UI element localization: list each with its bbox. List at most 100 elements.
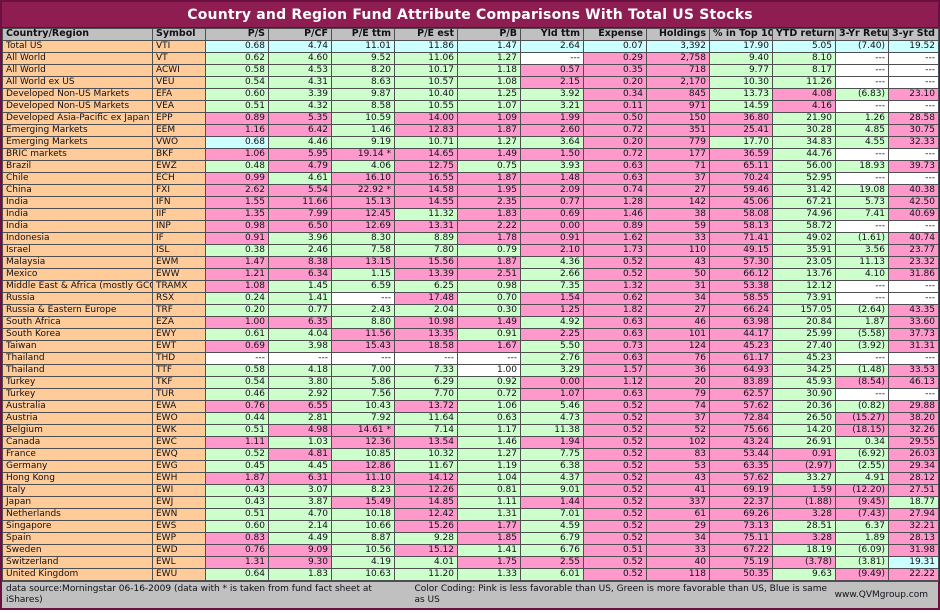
value-cell: 31.98	[888, 544, 939, 557]
value-cell: 34	[646, 292, 710, 305]
value-cell: 9.40	[709, 52, 773, 65]
value-cell: 14.61 *	[331, 424, 395, 437]
value-cell: 0.52	[583, 400, 647, 413]
value-cell: 53	[646, 460, 710, 473]
value-cell: 0.57	[520, 64, 584, 77]
value-cell: 39.73	[888, 160, 939, 173]
value-cell: 4.53	[268, 64, 332, 77]
value-cell: 9.52	[331, 52, 395, 65]
value-cell: 5.95	[268, 148, 332, 161]
value-cell: 0.63	[583, 160, 647, 173]
table-row: Taiwan EWT 0.69 3.98 15.43 18.58 1.67 5.50 0.7…	[2, 340, 939, 353]
value-cell: ---	[835, 148, 889, 161]
value-cell: 4.31	[268, 76, 332, 89]
table-row: All World ACWI 0.58 4.53 8.20 10.17 1.18 0.57…	[2, 64, 939, 77]
value-cell: 42.50	[888, 196, 939, 209]
value-cell: 36.80	[709, 112, 773, 125]
value-cell: 2,758	[646, 52, 710, 65]
value-cell: 40	[646, 556, 710, 569]
value-cell: 1.08	[205, 280, 269, 293]
value-cell: 1.18	[457, 64, 521, 77]
value-cell: 12.75	[394, 160, 458, 173]
table-row: Indonesia IF 0.91 3.96 8.30 8.89 1.78 0.91 1.6…	[2, 232, 939, 245]
value-cell: 0.91	[772, 448, 836, 461]
value-cell: 23.10	[888, 88, 939, 101]
value-cell: 79	[646, 388, 710, 401]
value-cell: 19.52	[888, 40, 939, 53]
value-cell: 11.38	[520, 424, 584, 437]
symbol-cell: EWW	[152, 268, 206, 281]
value-cell: 22.37	[709, 496, 773, 509]
region-cell: Turkey	[2, 376, 153, 389]
value-cell: (9.49)	[835, 568, 889, 581]
region-cell: Canada	[2, 436, 153, 449]
value-cell: 0.52	[583, 556, 647, 569]
value-cell: 9.01	[520, 484, 584, 497]
symbol-cell: TRF	[152, 304, 206, 317]
value-cell: 10.32	[394, 448, 458, 461]
value-cell: 14.58	[394, 184, 458, 197]
table-row: Belgium EWK 0.51 4.98 14.61 * 7.14 1.17 11.38…	[2, 424, 939, 437]
value-cell: 0.29	[583, 52, 647, 65]
value-cell: 1.50	[520, 148, 584, 161]
value-cell: 1.25	[520, 304, 584, 317]
value-cell: 0.52	[583, 436, 647, 449]
region-cell: United Kingdom	[2, 568, 153, 581]
region-cell: Emerging Markets	[2, 124, 153, 137]
value-cell: (1.88)	[772, 496, 836, 509]
value-cell: 0.00	[520, 376, 584, 389]
col-header-3yr-return: 3-Yr Return	[835, 28, 889, 41]
value-cell: 1.00	[457, 364, 521, 377]
value-cell: 3.92	[520, 88, 584, 101]
region-cell: Japan	[2, 496, 153, 509]
region-cell: Turkey	[2, 388, 153, 401]
table-row: Sweden EWD 0.76 9.09 10.56 15.12 1.41 6.76 0.5…	[2, 544, 939, 557]
value-cell: 3.64	[520, 136, 584, 149]
value-cell: 30.75	[888, 124, 939, 137]
value-cell: 4.59	[520, 520, 584, 533]
value-cell: 4.98	[268, 424, 332, 437]
value-cell: 1.87	[457, 172, 521, 185]
table-row: United Kingdom EWU 0.64 1.83 10.63 11.20 1.3…	[2, 568, 939, 581]
symbol-cell: VEA	[152, 100, 206, 113]
col-header-country-region: Country/Region	[2, 28, 153, 41]
value-cell: 4.01	[394, 556, 458, 569]
symbol-cell: EWP	[152, 532, 206, 545]
symbol-cell: TUR	[152, 388, 206, 401]
value-cell: ---	[457, 352, 521, 365]
value-cell: 1.11	[205, 436, 269, 449]
value-cell: 0.98	[205, 220, 269, 233]
value-cell: 27.40	[772, 340, 836, 353]
value-cell: (9.45)	[835, 496, 889, 509]
value-cell: 6.29	[394, 376, 458, 389]
value-cell: 0.20	[583, 76, 647, 89]
value-cell: 0.64	[205, 568, 269, 581]
value-cell: 28.12	[888, 472, 939, 485]
value-cell: 18.58	[394, 340, 458, 353]
table-row: Japan EWJ 0.43 3.87 15.49 14.85 1.11 1.44 0.52…	[2, 496, 939, 509]
value-cell: 6.25	[394, 280, 458, 293]
value-cell: 3.39	[268, 88, 332, 101]
website-link[interactable]: www.QVMgroup.com	[834, 589, 928, 600]
table-row: Italy EWI 0.43 3.07 8.23 12.26 0.81 9.01 0.52 4…	[2, 484, 939, 497]
value-cell: 1.41	[457, 544, 521, 557]
value-cell: 1.62	[583, 232, 647, 245]
value-cell: 124	[646, 340, 710, 353]
value-cell: 4.49	[268, 532, 332, 545]
value-cell: 0.68	[205, 40, 269, 53]
value-cell: 1.49	[457, 316, 521, 329]
table-row: Canada EWC 1.11 1.03 12.36 13.54 1.46 1.94 0.5…	[2, 436, 939, 449]
value-cell: 83	[646, 448, 710, 461]
symbol-cell: FXI	[152, 184, 206, 197]
symbol-cell: VTI	[152, 40, 206, 53]
value-cell: 12.69	[331, 220, 395, 233]
value-cell: 0.44	[205, 412, 269, 425]
value-cell: 40.69	[888, 208, 939, 221]
value-cell: 29.55	[888, 436, 939, 449]
symbol-cell: TTF	[152, 364, 206, 377]
value-cell: 4.37	[520, 472, 584, 485]
value-cell: 7.92	[331, 412, 395, 425]
value-cell: 1.82	[583, 304, 647, 317]
region-cell: Austria	[2, 412, 153, 425]
value-cell: 2.76	[520, 352, 584, 365]
